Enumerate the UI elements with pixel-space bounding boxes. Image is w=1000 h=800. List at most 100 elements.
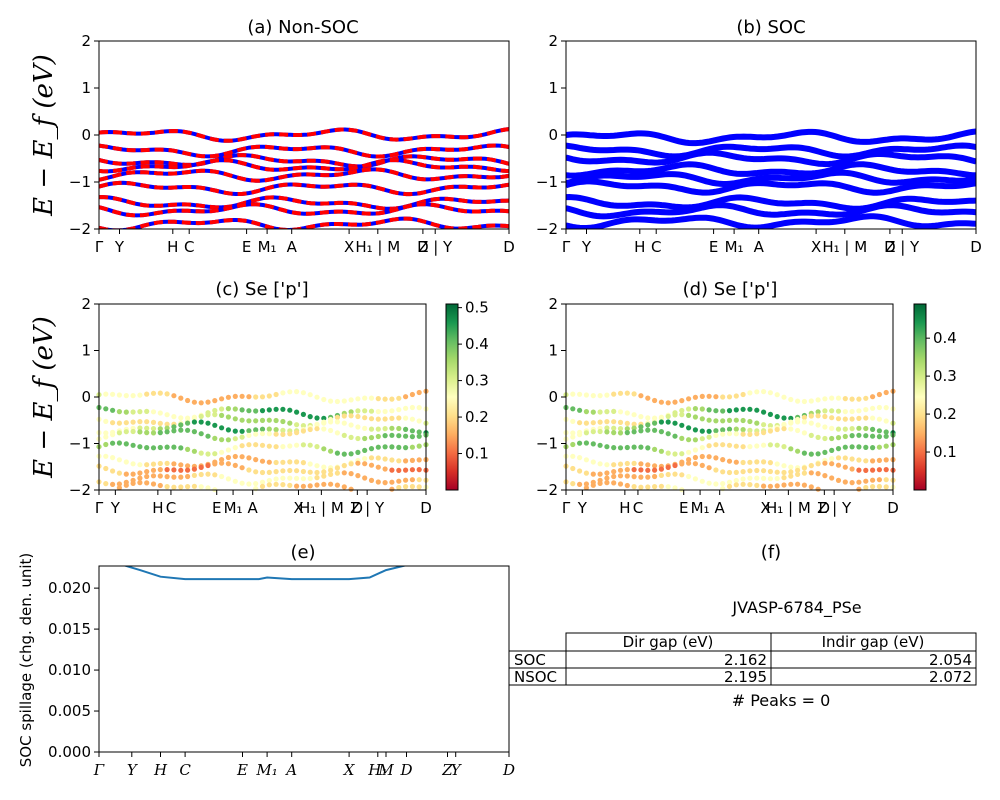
scatter-point	[761, 422, 767, 428]
scatter-point	[883, 484, 889, 490]
table-header-indir: Indir gap (eV)	[822, 633, 925, 651]
scatter-point	[389, 396, 395, 402]
x-tick-label: E	[242, 238, 251, 256]
scatter-point	[692, 406, 699, 412]
scatter-point	[185, 397, 191, 404]
scatter-point	[590, 420, 596, 426]
soc-band-line	[99, 202, 509, 218]
scatter-point	[362, 408, 368, 414]
scatter-point	[590, 393, 596, 399]
scatter-point	[624, 460, 630, 467]
x-tick-label: Γ	[562, 499, 571, 517]
scatter-point	[733, 407, 739, 413]
scatter-point	[808, 413, 814, 419]
scatter-point	[130, 480, 136, 486]
scatter-point	[150, 426, 157, 432]
scatter-point	[280, 444, 286, 450]
scatter-point	[300, 423, 306, 429]
scatter-point	[754, 407, 760, 413]
scatter-point	[382, 433, 388, 439]
scatter-point	[631, 444, 637, 450]
scatter-point	[638, 424, 644, 430]
x-tick-label: C	[633, 499, 643, 517]
scatter-point	[658, 472, 665, 478]
scatter-point	[409, 467, 415, 473]
scatter-point	[781, 426, 787, 432]
scatter-point	[259, 431, 266, 437]
table-value: 2.072	[929, 668, 972, 686]
scatter-point	[232, 393, 238, 399]
scatter-point	[842, 396, 848, 402]
scatter-point	[280, 482, 286, 488]
scatter-point	[416, 467, 422, 473]
scatter-point	[253, 418, 259, 424]
x-tick-label: M₁	[224, 499, 243, 517]
y-tick-label: 2	[81, 32, 91, 50]
scatter-point	[652, 397, 658, 404]
scatter-point	[597, 419, 603, 425]
scatter-point	[191, 483, 197, 489]
scatter-point	[740, 476, 746, 482]
scatter-point	[624, 426, 630, 432]
scatter-point	[164, 429, 170, 435]
x-tick-label: Z | Y	[350, 499, 385, 517]
scatter-point	[191, 419, 197, 425]
scatter-point	[835, 455, 842, 461]
scatter-point	[334, 430, 340, 436]
scatter-point	[788, 464, 794, 470]
scatter-point	[842, 455, 848, 461]
scatter-point	[747, 418, 753, 425]
scatter-point	[583, 481, 590, 487]
colorbar-tick-label: 0.1	[933, 443, 957, 461]
y-tick-label: −1	[69, 173, 91, 191]
x-tick-label: C	[179, 761, 191, 779]
y-tick-label: 0.000	[48, 743, 91, 761]
scatter-point	[198, 484, 204, 490]
y-tick-label: −2	[536, 481, 558, 499]
scatter-point	[110, 440, 116, 446]
scatter-point	[280, 427, 286, 433]
scatter-point	[665, 464, 671, 470]
scatter-point	[617, 467, 624, 473]
scatter-point	[733, 417, 739, 423]
scatter-point	[212, 407, 218, 414]
scatter-point	[815, 434, 821, 440]
y-tick-label: 1	[81, 342, 91, 360]
scatter-point	[341, 470, 347, 476]
scatter-point	[300, 483, 306, 489]
scatter-point	[300, 411, 306, 417]
colorbar-tick-label: 0.4	[465, 335, 489, 353]
scatter-point	[164, 444, 170, 450]
scatter-point	[856, 396, 862, 402]
scatter-point	[321, 420, 327, 426]
x-tick-label: D	[884, 238, 896, 256]
scatter-point	[740, 391, 746, 398]
x-tick-label: Γ	[95, 238, 104, 256]
scatter-point	[246, 442, 252, 448]
scatter-point	[185, 467, 191, 473]
scatter-point	[185, 427, 191, 433]
scatter-point	[348, 397, 354, 403]
scatter-point	[686, 473, 692, 480]
panel-a-ylabel: E − E_f (eV)	[29, 54, 59, 217]
scatter-point	[355, 473, 361, 479]
scatter-point	[611, 473, 617, 480]
scatter-point	[761, 409, 767, 415]
scatter-point	[300, 476, 306, 482]
scatter-point	[774, 469, 780, 475]
scatter-point	[178, 415, 184, 421]
scatter-point	[604, 462, 610, 468]
scatter-point	[266, 393, 272, 399]
scatter-point	[829, 415, 835, 421]
scatter-point	[781, 475, 787, 481]
scatter-point	[774, 475, 780, 482]
scatter-point	[801, 414, 808, 420]
scatter-point	[307, 442, 313, 448]
scatter-point	[157, 420, 163, 426]
scatter-point	[829, 395, 835, 401]
scatter-point	[259, 426, 266, 432]
x-tick-label: H₁ | M	[766, 499, 811, 517]
scatter-point	[611, 425, 617, 431]
scatter-point	[294, 422, 300, 428]
scatter-point	[829, 408, 835, 414]
